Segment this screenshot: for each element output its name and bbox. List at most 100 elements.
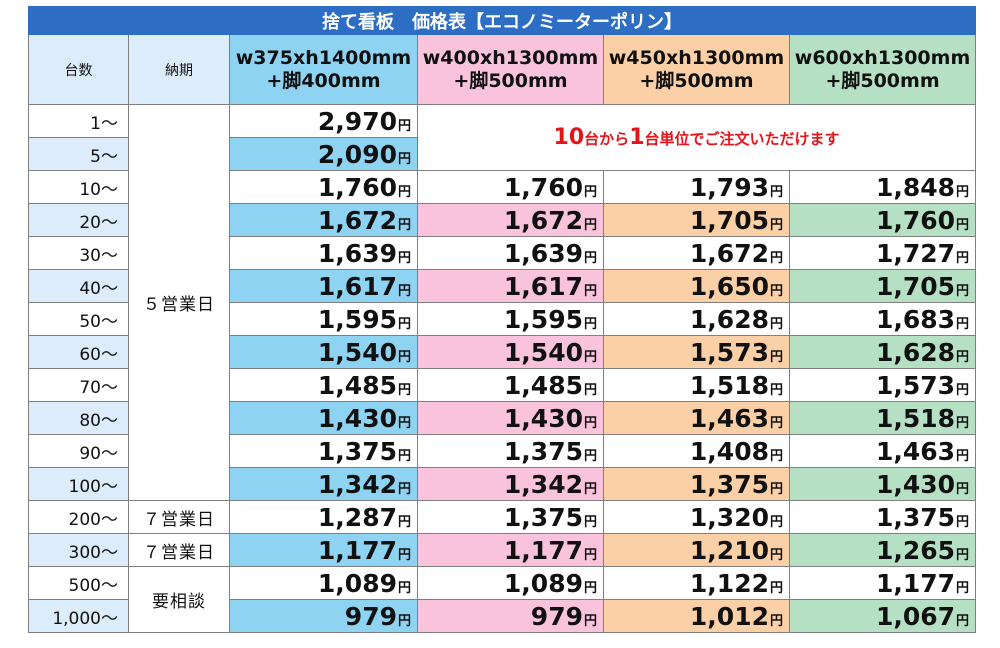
yen-unit: 円 (397, 415, 411, 431)
price-cell: 1,573円 (603, 335, 790, 369)
table-row: 500〜 要相談 1,089円 1,089円 1,122円 1,177円 (28, 566, 977, 633)
yen-unit: 円 (769, 184, 783, 200)
price-cell: 1,683円 (788, 302, 977, 336)
price-value: 1,727 (875, 238, 956, 268)
table-row: 70〜 1,485円 1,485円 1,518円 1,573円 (28, 368, 977, 402)
yen-unit: 円 (956, 580, 970, 596)
price-value: 1,628 (689, 304, 769, 334)
yen-unit: 円 (956, 283, 970, 299)
price-cell: 1,672円 (603, 236, 790, 270)
yen-unit: 円 (956, 316, 970, 332)
table-row: 5〜 2,090円 (28, 137, 976, 171)
price-value: 1,672 (689, 238, 769, 268)
price-cell: 1,463円 (603, 401, 790, 435)
yen-unit: 円 (397, 349, 411, 365)
table-row: 300〜 ７営業日 1,177円 1,177円 1,210円 1,265円 (28, 533, 977, 567)
price-cell: 1,518円 (788, 401, 977, 435)
price-value: 1,375 (875, 502, 956, 532)
notice-part: 台単位でご注文いただけます (644, 130, 840, 148)
price-value: 1,573 (689, 337, 769, 367)
price-value: 1,683 (875, 304, 956, 334)
table-row: 50〜 1,595円 1,595円 1,628円 1,683円 (28, 302, 977, 336)
yen-unit: 円 (583, 415, 597, 431)
yen-unit: 円 (583, 283, 597, 299)
yen-unit: 円 (769, 514, 783, 530)
price-cell: 1,067円 (788, 599, 977, 633)
price-cell: 1,342円 (417, 467, 604, 501)
yen-unit: 円 (769, 415, 783, 431)
yen-unit: 円 (769, 481, 783, 497)
yen-unit: 円 (397, 118, 411, 134)
header-size-w450: w450xh1300mm +脚500mm (603, 34, 790, 105)
price-cell: 1,485円 (229, 368, 418, 402)
price-value: 1,793 (689, 172, 769, 202)
price-cell: 1,375円 (417, 434, 604, 468)
price-value: 1,342 (317, 469, 397, 499)
price-cell: 1,617円 (229, 269, 418, 303)
yen-unit: 円 (956, 217, 970, 233)
yen-unit: 円 (397, 613, 411, 629)
size-line2: +脚400mm (266, 69, 381, 92)
price-cell: 1,375円 (603, 467, 790, 501)
qty-cell: 100〜 (28, 467, 129, 501)
price-value: 1,639 (317, 238, 397, 268)
price-value: 1,375 (317, 436, 397, 466)
yen-unit: 円 (397, 316, 411, 332)
price-cell: 1,375円 (788, 500, 977, 534)
price-cell: 1,540円 (417, 335, 604, 369)
price-cell: 1,375円 (229, 434, 418, 468)
lead-time-cell: ５営業日 (128, 104, 230, 501)
price-cell: 1,705円 (788, 269, 977, 303)
qty-cell: 10〜 (28, 170, 129, 204)
price-value: 1,210 (689, 535, 769, 565)
yen-unit: 円 (956, 547, 970, 563)
yen-unit: 円 (583, 217, 597, 233)
price-table: 捨て看板 価格表【エコノミーターポリン】 台数 納期 w375xh1400mm +… (27, 6, 977, 633)
yen-unit: 円 (956, 514, 970, 530)
table-row: 10〜 1,760円 1,760円 1,793円 1,848円 (28, 170, 977, 204)
price-cell: 1,573円 (788, 368, 977, 402)
yen-unit: 円 (397, 448, 411, 464)
table-row: 1,000〜 979円 979円 1,012円 1,067円 (28, 599, 977, 633)
table-row: 200〜 ７営業日 1,287円 1,375円 1,320円 1,375円 (28, 500, 977, 534)
lead-time-cell: 要相談 (128, 566, 230, 633)
price-value: 2,970 (317, 106, 397, 136)
price-value: 1,705 (689, 205, 769, 235)
price-value: 1,408 (689, 436, 769, 466)
price-value: 1,463 (689, 403, 769, 433)
lead-time-cell: ７営業日 (128, 500, 230, 534)
order-unit-notice: 10台から1台単位でご注文いただけます (416, 104, 977, 171)
yen-unit: 円 (397, 250, 411, 266)
price-cell: 1,408円 (603, 434, 790, 468)
price-cell: 1,518円 (603, 368, 790, 402)
price-value: 1,617 (503, 271, 583, 301)
yen-unit: 円 (769, 250, 783, 266)
notice-part: 台から (584, 130, 630, 148)
price-cell: 1,793円 (603, 170, 790, 204)
price-value: 1,375 (503, 436, 583, 466)
table-row: 20〜 1,672円 1,672円 1,705円 1,760円 (28, 203, 977, 237)
notice-part: 1 (629, 125, 645, 150)
qty-cell: 70〜 (28, 368, 129, 402)
yen-unit: 円 (956, 250, 970, 266)
price-value: 1,595 (503, 304, 583, 334)
price-cell: 1,628円 (603, 302, 790, 336)
price-cell: 1,265円 (788, 533, 977, 567)
price-cell: 1,210円 (603, 533, 790, 567)
price-cell: 979円 (417, 599, 604, 633)
yen-unit: 円 (397, 580, 411, 596)
price-cell: 1,177円 (417, 533, 604, 567)
price-value: 1,485 (503, 370, 583, 400)
price-cell: 1,430円 (788, 467, 977, 501)
price-value: 1,342 (503, 469, 583, 499)
price-value: 979 (530, 601, 583, 631)
yen-unit: 円 (956, 184, 970, 200)
table-row: 30〜 1,639円 1,639円 1,672円 1,727円 (28, 236, 977, 270)
price-value: 1,012 (689, 601, 769, 631)
price-value: 1,287 (317, 502, 397, 532)
price-value: 1,672 (317, 205, 397, 235)
yen-unit: 円 (583, 316, 597, 332)
price-value: 1,628 (875, 337, 956, 367)
qty-cell: 80〜 (28, 401, 129, 435)
price-value: 1,760 (875, 205, 956, 235)
